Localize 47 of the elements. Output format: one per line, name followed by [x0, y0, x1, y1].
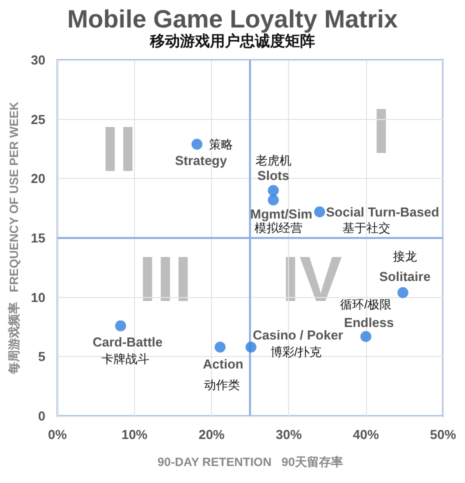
chart-subtitle: 移动游戏用户忠诚度矩阵	[149, 32, 315, 50]
x-tick-label: 0%	[48, 427, 68, 442]
annotation: Strategy	[174, 152, 228, 168]
annotation: 策略	[208, 137, 233, 152]
annotation: Action	[202, 356, 244, 372]
annotation: II	[101, 113, 137, 185]
point	[214, 342, 226, 353]
x-tick-label: 10%	[121, 427, 148, 442]
annotation: 模拟经营	[254, 221, 302, 236]
point	[268, 194, 279, 206]
y-tick-label: 10	[30, 290, 46, 305]
annotation: Casino / Poker	[252, 328, 344, 343]
annotation: 循环/极限	[340, 297, 392, 312]
y-axis-title: 每周游戏频率 FREQUENCY OF USE PER WEEK	[7, 101, 21, 376]
annotation: 博彩/扑克	[270, 345, 322, 360]
annotation: 老虎机	[255, 154, 292, 168]
point	[360, 330, 372, 342]
y-tick-label: 25	[30, 112, 46, 127]
point	[397, 287, 408, 298]
annotation: I	[372, 95, 390, 168]
annotation: 基于社交	[342, 220, 391, 235]
annotation: Endless	[344, 314, 394, 330]
point	[115, 320, 126, 332]
annotation: 接龙	[392, 250, 417, 264]
annotation: Card-Battle	[92, 334, 163, 350]
annotation: Mgmt/Sim	[250, 206, 312, 222]
point	[314, 206, 326, 218]
y-tick-label: 30	[30, 52, 46, 68]
annotation: Social Turn-Based	[326, 204, 440, 220]
annotation: 动作类	[204, 378, 240, 392]
annotation: Solitaire	[379, 269, 431, 284]
x-tick-label: 20%	[198, 427, 226, 442]
y-tick-label: 0	[38, 408, 46, 424]
y-tick-label: 15	[30, 230, 46, 246]
point	[268, 185, 279, 196]
chart-title: Mobile Game Loyalty Matrix	[67, 6, 398, 34]
x-tick-label: 40%	[352, 427, 380, 442]
annotation: III	[138, 242, 192, 315]
y-tick-label: 5	[38, 349, 46, 364]
x-tick-label: 50%	[430, 427, 456, 442]
annotation: 卡牌战斗	[102, 352, 150, 366]
x-tick-label: 30%	[276, 427, 302, 442]
annotation: Slots	[257, 168, 290, 184]
x-axis-title: 90-DAY RETENTION 90天留存率	[157, 455, 343, 469]
point	[245, 342, 256, 353]
y-tick-label: 20	[30, 171, 46, 186]
point	[191, 138, 202, 150]
